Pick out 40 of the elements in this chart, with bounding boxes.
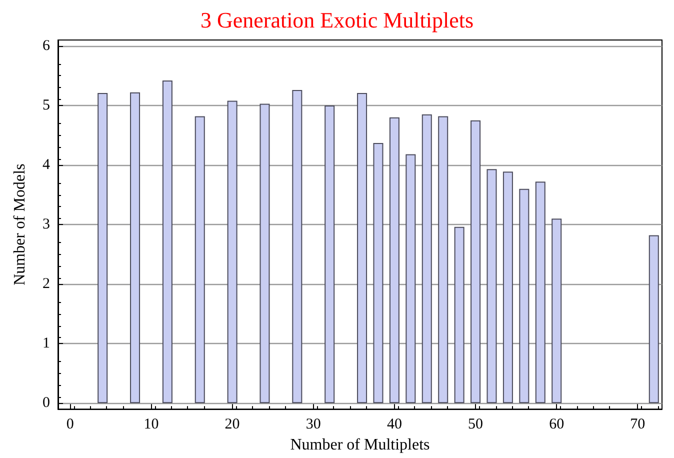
bar [162, 80, 172, 404]
bar [486, 169, 497, 404]
y-tick-label: 0 [42, 395, 50, 412]
bar [422, 114, 432, 404]
x-tick-label: 10 [144, 416, 159, 433]
bar [648, 235, 659, 404]
bar [438, 116, 448, 404]
bar [130, 92, 140, 404]
bar [535, 182, 546, 404]
bar [292, 90, 302, 404]
y-tick-label: 2 [42, 276, 50, 292]
bar [519, 188, 530, 404]
x-tick-label: 40 [386, 416, 402, 433]
y-tick-label: 6 [42, 38, 50, 54]
bar [373, 142, 384, 404]
chart-title: 3 Generation Exotic Multiplets [200, 8, 474, 32]
bar [357, 92, 368, 404]
bar [406, 154, 416, 404]
bar [502, 172, 513, 404]
x-tick-label: 50 [468, 416, 484, 433]
x-tick-label: 20 [224, 416, 240, 433]
x-axis-title: Number of Multiplets [290, 436, 430, 454]
bar [227, 100, 238, 404]
x-tick-label: 70 [630, 416, 646, 433]
y-axis-title: Number of Models [12, 164, 28, 286]
bar [454, 226, 464, 404]
x-tick-label: 60 [549, 416, 564, 433]
bar [470, 120, 481, 404]
bar [260, 104, 270, 404]
bar [389, 117, 400, 404]
y-tick-label: 1 [42, 336, 50, 352]
y-tick-label: 5 [42, 97, 50, 114]
bar [324, 105, 335, 404]
bar [552, 218, 562, 404]
x-tick-label: 0 [66, 416, 74, 433]
x-tick-label: 30 [306, 416, 321, 433]
bar [194, 116, 205, 404]
y-tick-label: 3 [42, 216, 50, 233]
bar [98, 92, 108, 404]
y-tick-label: 4 [42, 157, 50, 174]
